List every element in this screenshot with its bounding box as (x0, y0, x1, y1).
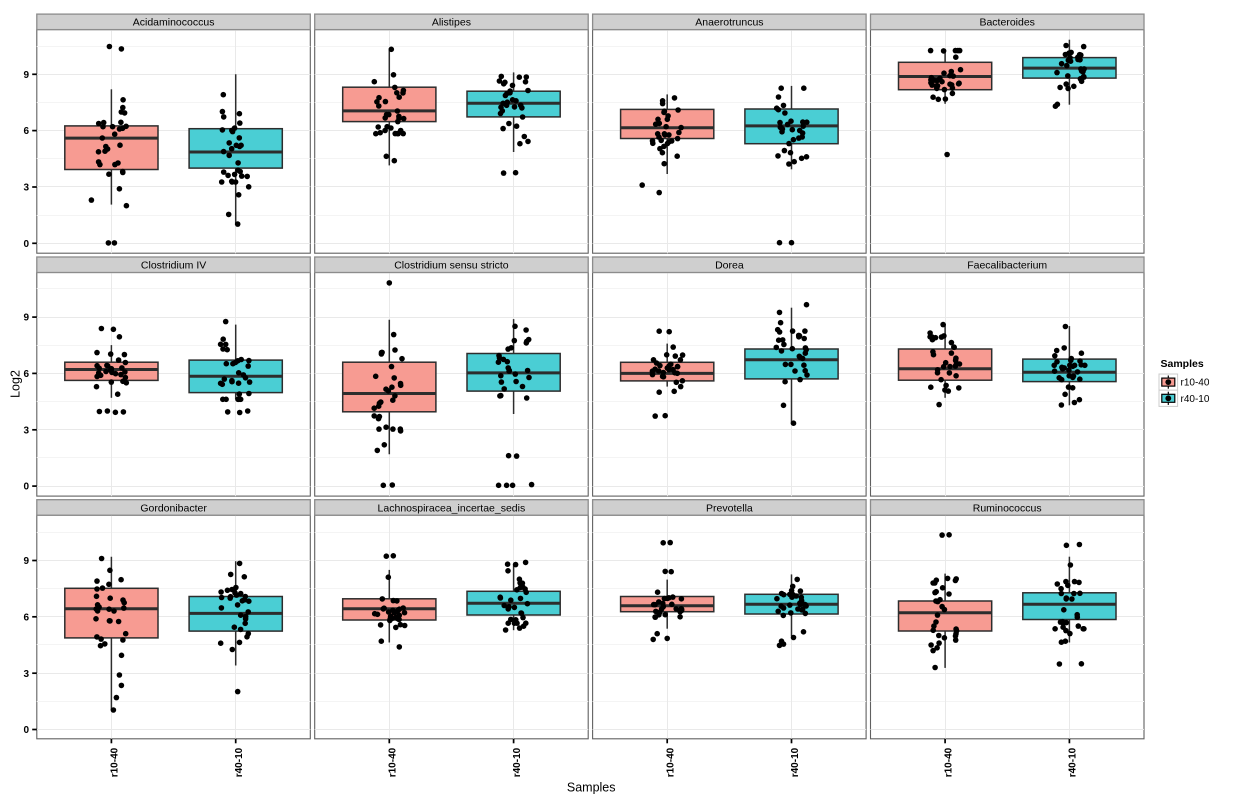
svg-text:r10-40: r10-40 (388, 747, 399, 777)
svg-text:0: 0 (23, 482, 29, 493)
svg-text:Acidaminococcus: Acidaminococcus (133, 17, 215, 29)
svg-text:r40-10: r40-10 (790, 747, 801, 777)
svg-text:0: 0 (23, 725, 29, 736)
svg-text:Samples: Samples (567, 781, 616, 795)
svg-text:Samples: Samples (1161, 358, 1204, 370)
svg-text:9: 9 (23, 313, 29, 324)
svg-text:Ruminococcus: Ruminococcus (973, 502, 1042, 514)
svg-text:r10-40: r10-40 (943, 747, 954, 777)
svg-text:Bacteroides: Bacteroides (979, 17, 1034, 29)
svg-text:3: 3 (23, 425, 29, 436)
svg-text:6: 6 (23, 369, 29, 380)
svg-text:r10-40: r10-40 (110, 747, 121, 777)
svg-text:r10-40: r10-40 (666, 747, 677, 777)
svg-text:Lachnospiracea_incertae_sedis: Lachnospiracea_incertae_sedis (378, 502, 526, 514)
svg-text:3: 3 (23, 183, 29, 194)
svg-text:9: 9 (23, 556, 29, 567)
svg-text:Log2: Log2 (9, 370, 23, 398)
svg-text:Clostridium sensu stricto: Clostridium sensu stricto (394, 260, 509, 272)
svg-text:6: 6 (23, 126, 29, 137)
svg-text:Prevotella: Prevotella (706, 502, 753, 514)
svg-text:9: 9 (23, 70, 29, 81)
svg-text:Faecalibacterium: Faecalibacterium (967, 260, 1047, 272)
svg-text:Clostridium IV: Clostridium IV (141, 260, 206, 272)
svg-text:6: 6 (23, 612, 29, 623)
svg-text:3: 3 (23, 669, 29, 680)
svg-text:r40-10: r40-10 (1068, 747, 1079, 777)
svg-text:Dorea: Dorea (715, 260, 744, 272)
svg-text:r40-10: r40-10 (512, 747, 523, 777)
svg-text:Gordonibacter: Gordonibacter (140, 502, 207, 514)
svg-text:r40-10: r40-10 (1181, 394, 1210, 405)
svg-text:0: 0 (23, 239, 29, 250)
svg-text:Alistipes: Alistipes (432, 17, 471, 29)
svg-text:r10-40: r10-40 (1181, 378, 1210, 389)
svg-text:Anaerotruncus: Anaerotruncus (695, 17, 763, 29)
svg-text:r40-10: r40-10 (234, 747, 245, 777)
